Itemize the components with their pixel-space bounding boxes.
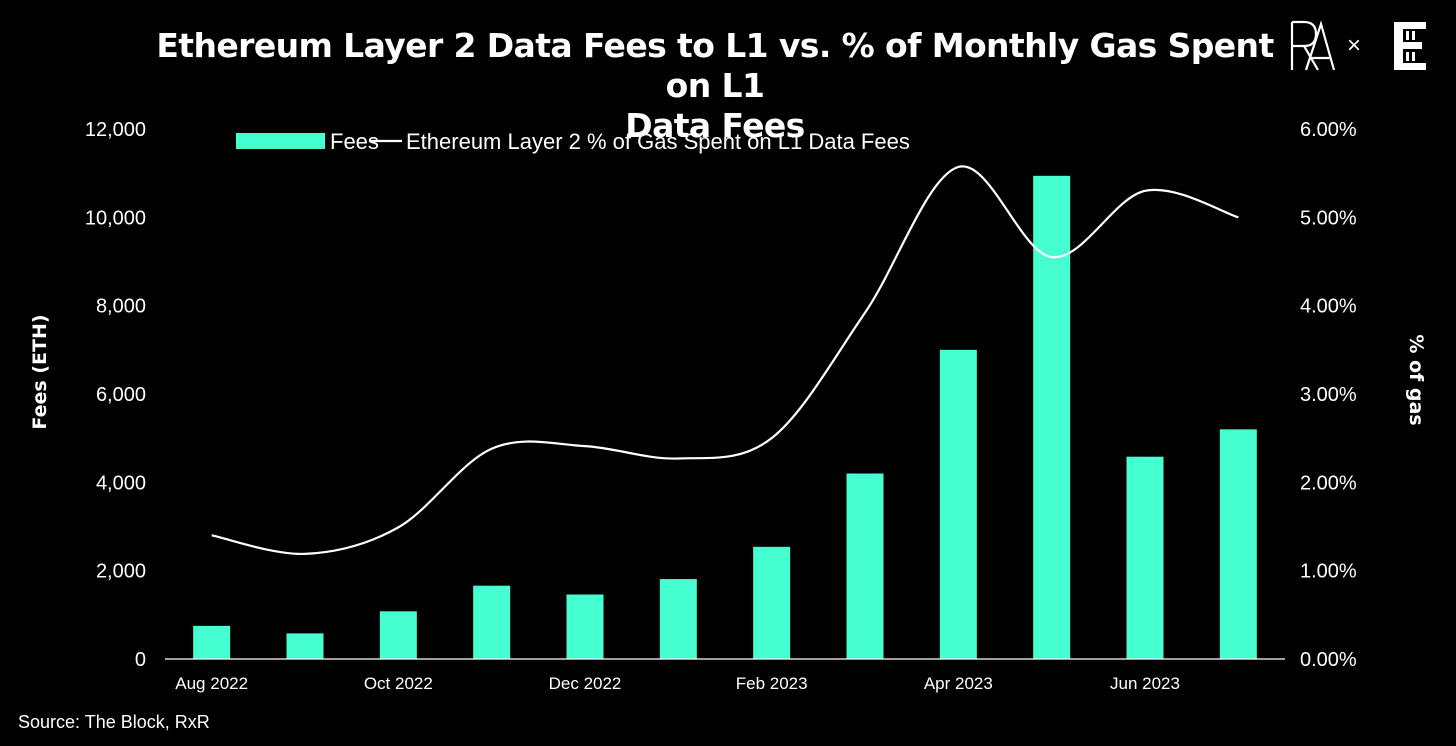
y-tick-label: 4,000 — [96, 472, 146, 494]
fees-bar — [1033, 175, 1071, 660]
x-tick-label: Oct 2022 — [364, 674, 433, 693]
legend-gas-percent-label: Ethereum Layer 2 % of Gas Spent on L1 Da… — [406, 129, 910, 154]
chart-title-line-2: Data Fees — [625, 106, 805, 145]
fees-bar — [659, 579, 697, 659]
y-tick-label: 10,000 — [85, 207, 146, 229]
y2-tick-label: 1.00% — [1300, 561, 1357, 583]
right-axis-ticks: 0.00% 1.00% 2.00% 3.00% 4.00% 5.00% 6.00% — [1300, 119, 1357, 671]
y-tick-label: 6,000 — [96, 384, 146, 406]
legend: Fees Ethereum Layer 2 % of Gas Spent on … — [236, 129, 910, 154]
x-tick-label: Dec 2022 — [549, 674, 622, 693]
legend-fees-swatch — [236, 133, 325, 149]
fees-bar — [846, 473, 884, 659]
chart-title-line-1: Ethereum Layer 2 Data Fees to L1 vs. % o… — [156, 26, 1274, 105]
brand-separator: × — [1347, 32, 1362, 59]
chart-title: Ethereum Layer 2 Data Fees to L1 vs. % o… — [130, 26, 1300, 146]
fees-bar — [753, 546, 791, 659]
brand-logos: × — [1290, 20, 1450, 76]
y-tick-label: 8,000 — [96, 296, 146, 318]
fees-bar — [379, 611, 417, 659]
y2-tick-label: 3.00% — [1300, 384, 1357, 406]
fees-bar — [939, 349, 977, 659]
y-tick-label: 12,000 — [85, 119, 146, 141]
source-note: Source: The Block, RxR — [18, 712, 210, 732]
fees-bar — [566, 594, 604, 659]
fees-bar — [1219, 429, 1257, 659]
y2-tick-label: 2.00% — [1300, 472, 1357, 494]
y2-tick-label: 6.00% — [1300, 119, 1357, 141]
fees-bars — [193, 175, 1257, 660]
y2-axis-title: % of gas — [1405, 334, 1427, 425]
x-tick-label: Feb 2023 — [736, 674, 808, 693]
x-tick-label: Apr 2023 — [924, 674, 993, 693]
y-tick-label: 2,000 — [96, 561, 146, 583]
y-axis-title: Fees (ETH) — [29, 314, 51, 429]
gas-percent-line — [211, 165, 1239, 555]
fees-bar — [286, 633, 324, 659]
fees-bar — [1126, 456, 1164, 659]
x-tick-label: Aug 2022 — [175, 674, 248, 693]
left-axis-ticks: 0 2,000 4,000 6,000 8,000 10,000 12,000 — [85, 119, 146, 671]
y-tick-label: 0 — [135, 649, 146, 671]
x-axis-ticks: Aug 2022 Oct 2022 Dec 2022 Feb 2023 Apr 2023… — [175, 674, 1180, 693]
fees-bar — [473, 585, 511, 659]
the-block-logo-icon — [1394, 22, 1426, 70]
rxr-logo-icon — [1290, 20, 1336, 71]
x-tick-label: Jun 2023 — [1110, 674, 1180, 693]
fees-bar — [193, 625, 231, 659]
y2-tick-label: 4.00% — [1300, 296, 1357, 318]
y2-tick-label: 5.00% — [1300, 207, 1357, 229]
y2-tick-label: 0.00% — [1300, 649, 1357, 671]
